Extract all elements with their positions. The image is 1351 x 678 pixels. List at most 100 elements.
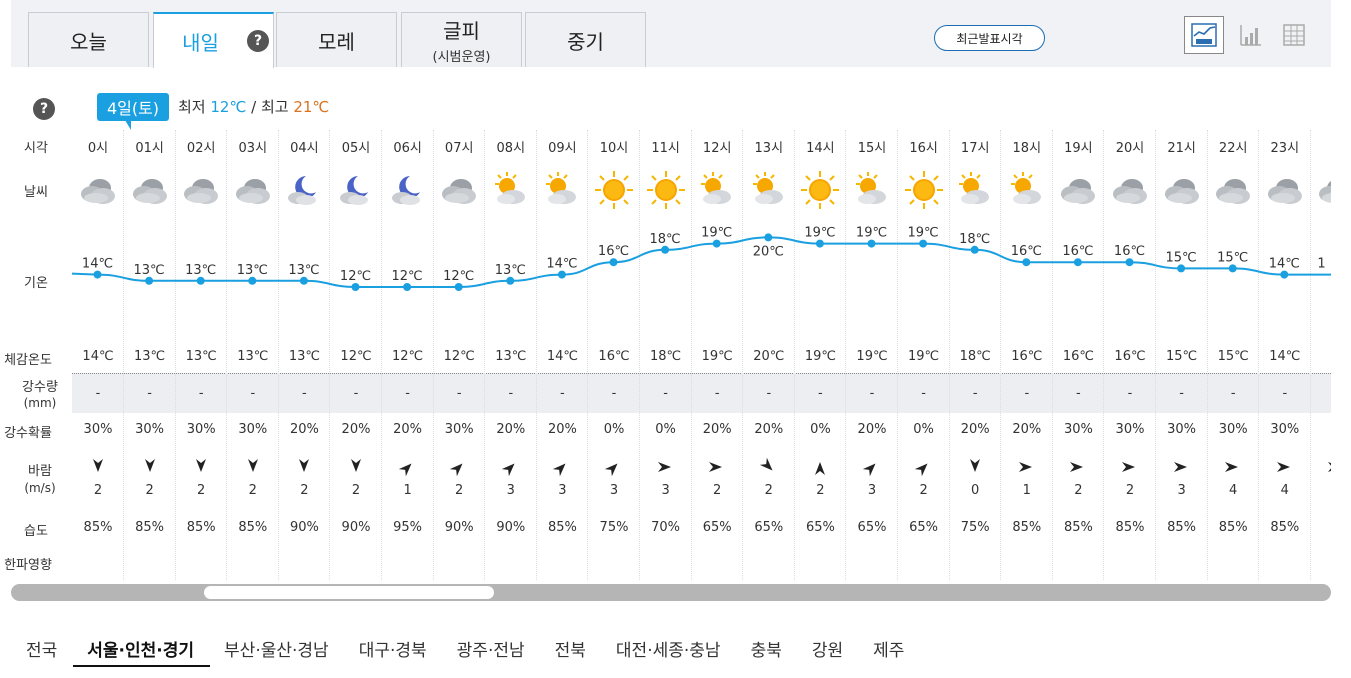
wind-direction-icon: [175, 457, 227, 475]
temperature-label: 19℃: [856, 226, 887, 241]
temperature-point: [454, 283, 463, 291]
precip-probability-value: 30%: [186, 422, 216, 437]
humidity-value: 85%: [135, 520, 165, 535]
wind-direction-icon: [278, 457, 330, 475]
scrollbar-thumb[interactable]: [204, 586, 494, 599]
region-tab[interactable]: 광주·전남: [456, 641, 525, 661]
tab-label: 중기: [567, 29, 604, 54]
hourly-forecast-grid: 0시 14℃ -30% 2 85% 01시 13℃ -30% 2 85% 02시 13℃ -30% 2 85…: [72, 130, 1331, 580]
wind-direction-icon: [1207, 457, 1259, 475]
column-divider: [690, 130, 692, 580]
column-divider: [587, 130, 589, 580]
temperature-point: [248, 276, 257, 285]
table-view-icon[interactable]: [1274, 16, 1314, 54]
separator: /: [251, 98, 257, 116]
row-label-rain: 강수량: [22, 380, 58, 395]
precipitation-value: -: [456, 386, 462, 401]
feels-like-value: 14℃: [1269, 349, 1301, 364]
hour-label: 02시: [186, 141, 216, 156]
temperature-point: [403, 283, 412, 291]
help-icon[interactable]: ?: [247, 30, 269, 52]
temperature-label: 19℃: [908, 226, 939, 241]
hour-column: 08시 13℃ - 20% 3 90%: [485, 130, 537, 580]
region-tab[interactable]: 강원: [811, 641, 844, 661]
horizontal-scrollbar[interactable]: [11, 584, 1331, 601]
precip-probability-value: 0%: [913, 422, 934, 437]
hour-label: 23시: [1270, 141, 1300, 156]
graph-view-icon[interactable]: [1184, 16, 1224, 54]
column-divider: [226, 130, 228, 580]
temperature-point: [299, 276, 308, 285]
precip-probability-value: 20%: [1012, 422, 1042, 437]
help-icon[interactable]: ?: [33, 98, 55, 120]
hour-column: 23시 14℃ - 30% 4 85%: [1259, 130, 1311, 580]
humidity-value: 85%: [1063, 520, 1093, 535]
temperature-label: 15℃: [1166, 250, 1197, 265]
humidity-value: 85%: [1012, 520, 1042, 535]
latest-release-button[interactable]: 최근발표시각: [934, 25, 1045, 51]
wind-direction-icon: [691, 457, 743, 475]
humidity-value: 90%: [289, 520, 319, 535]
bar-view-icon[interactable]: [1231, 16, 1271, 54]
region-tab[interactable]: 전북: [554, 641, 586, 661]
cloudy-icon: [78, 170, 118, 210]
temperature-point: [351, 283, 360, 291]
region-tab[interactable]: 대구·경북: [358, 641, 427, 661]
precip-probability-value: 30%: [444, 422, 474, 437]
hour-label: 14시: [806, 141, 835, 156]
feels-like-value: 15℃: [1217, 349, 1249, 364]
temperature-chart: 14℃ 13℃ 13℃ 13℃ 13℃ 12℃ 12℃ 12℃ 13℃ 14℃ 16℃ 18℃ 19℃ 2…: [72, 226, 1331, 291]
region-tab[interactable]: 제주: [873, 641, 905, 661]
temperature-label: 20℃: [753, 244, 784, 259]
precip-probability-value: 0%: [655, 422, 676, 437]
wind-speed-value: 2: [248, 483, 257, 498]
wind-direction-icon: [1052, 457, 1104, 475]
hour-label: 21시: [1167, 141, 1196, 156]
region-tab[interactable]: 대전·세종·충남: [615, 641, 721, 661]
row-label-rain-unit: (mm): [23, 396, 57, 410]
feels-like-value: 12℃: [392, 349, 424, 364]
temperature-point: [1022, 258, 1031, 267]
column-divider: [381, 130, 382, 580]
wind-speed-value: 2: [919, 483, 928, 498]
wind-speed-value: 3: [1177, 483, 1186, 498]
row-label-cold-impact: 한파영향: [4, 558, 52, 573]
region-tab[interactable]: 부산·울산·경남: [224, 641, 329, 661]
temperature-point: [93, 270, 102, 279]
precip-probability-value: 3: [1310, 422, 1331, 437]
column-divider: [845, 130, 847, 580]
feels-like-value: 18℃: [650, 349, 682, 364]
wind-speed-value: 4: [1229, 483, 1238, 498]
wind-speed-value: 2: [145, 483, 154, 498]
region-tab[interactable]: 충북: [750, 641, 782, 661]
partly-sunny-icon: [749, 170, 789, 210]
hour-label: 01시: [135, 141, 164, 156]
tab-today[interactable]: 오늘: [28, 12, 149, 67]
hour-label: 19시: [1064, 141, 1093, 156]
precipitation-value: -: [869, 386, 875, 401]
tab-midterm[interactable]: 중기: [525, 12, 646, 67]
date-badge: 4일(토): [97, 93, 169, 130]
column-divider: [948, 130, 950, 580]
tab-day-after[interactable]: 모레: [276, 12, 397, 67]
precipitation-value: -: [147, 386, 152, 401]
temperature-point: [1073, 258, 1082, 267]
precipitation-value: -: [302, 386, 307, 401]
precip-probability-value: 20%: [289, 422, 319, 437]
hour-column: 07시 12℃ - 30% 2 90%: [433, 130, 486, 580]
sunny-icon: [594, 170, 634, 210]
feels-like-value: 19℃: [908, 349, 940, 364]
temperature-label: 18℃: [650, 232, 681, 247]
tab-tomorrow[interactable]: 내일 ?: [153, 12, 274, 68]
region-tab[interactable]: 서울·인천·경기: [73, 636, 211, 667]
hour-label: 07시: [444, 141, 474, 156]
humidity-value: 85%: [186, 520, 216, 535]
temperature-point: [145, 276, 154, 285]
precipitation-value: -: [198, 386, 204, 401]
region-tab[interactable]: 전국: [26, 641, 58, 661]
hour-column: 18시 16℃ - 20% 1 85%: [1001, 130, 1053, 580]
wind-speed-value: 2: [816, 483, 825, 498]
feels-like-value: 16℃: [1011, 349, 1043, 364]
min-value: 12℃: [210, 98, 247, 116]
tab-three-days[interactable]: 글피 (시범운영): [401, 12, 522, 67]
